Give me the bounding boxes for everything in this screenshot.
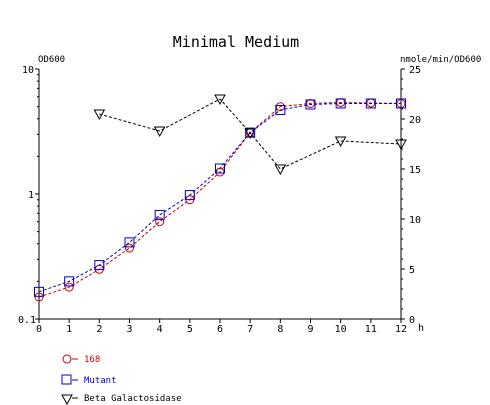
x-tick-label: 8 (277, 324, 283, 335)
x-tick-label: 1 (66, 324, 72, 335)
x-tick-label: 0 (36, 324, 42, 335)
legend-label-168: 168 (84, 355, 100, 365)
right-tick-label: 10 (409, 215, 421, 226)
left-tick-label-10: 10 (22, 65, 34, 76)
x-tick-label: 4 (157, 324, 163, 335)
right-tick-label: 15 (409, 165, 421, 176)
series-line-beta-galactosidase (99, 98, 402, 170)
data-point-beta-galactosidase (395, 139, 407, 151)
series-line-mutant (38, 102, 401, 293)
series-line-168 (38, 101, 402, 298)
data-point-168 (155, 217, 165, 227)
data-point-beta-galactosidase (153, 126, 166, 138)
left-tick-label-0.1: 0.1 (18, 315, 36, 326)
x-tick-label: 5 (187, 324, 193, 335)
data-point-mutant (335, 98, 346, 109)
data-point-mutant (365, 98, 376, 109)
data-point-beta-galactosidase (93, 109, 106, 121)
legend-marker-168 (62, 354, 72, 364)
x-tick-label: 11 (365, 324, 377, 335)
right-tick-label: 25 (409, 65, 421, 76)
data-point-mutant (154, 209, 165, 220)
x-tick-label: 6 (217, 324, 223, 335)
legend-marker-mutant (61, 374, 72, 385)
x-tick-label: 10 (335, 324, 347, 335)
data-point-168 (34, 292, 44, 302)
x-tick-label: 7 (247, 324, 253, 335)
chart-title: Minimal Medium (173, 33, 299, 51)
right-axis-label: nmole/min/OD600 (400, 55, 481, 65)
data-point-mutant (396, 98, 406, 109)
left-axis-label: OD600 (38, 55, 65, 65)
x-tick-label: 9 (307, 324, 313, 335)
data-point-mutant (275, 104, 286, 115)
data-point-mutant (124, 237, 135, 248)
legend: 168 Mutant Beta Galactosidase (61, 354, 182, 405)
data-point-168 (64, 282, 74, 292)
data-point-mutant (64, 276, 75, 287)
legend-label-beta-galactosidase: Beta Galactosidase (84, 394, 182, 404)
data-point-beta-galactosidase (214, 94, 226, 106)
data-point-168 (125, 243, 134, 253)
right-tick-label: 5 (409, 265, 415, 276)
right-tick-label: 20 (409, 115, 421, 126)
data-point-mutant (94, 260, 105, 271)
left-tick-label-1: 1 (28, 190, 34, 201)
data-point-mutant (215, 163, 225, 174)
data-point-beta-galactosidase (274, 164, 287, 176)
legend-label-mutant: Mutant (84, 376, 117, 386)
data-point-mutant (34, 286, 44, 297)
data-point-beta-galactosidase (244, 128, 257, 140)
data-point-beta-galactosidase (334, 136, 347, 148)
data-point-mutant (184, 190, 195, 201)
data-point-mutant (305, 99, 316, 110)
x-tick-label: 3 (126, 324, 132, 335)
legend-marker-beta-galactosidase (61, 394, 73, 405)
x-tick-label: 12 (395, 324, 407, 335)
x-tick-label: 2 (96, 324, 102, 335)
right-tick-label: 0 (409, 315, 415, 326)
x-unit-label: h (418, 323, 424, 334)
plot-area (34, 94, 407, 302)
